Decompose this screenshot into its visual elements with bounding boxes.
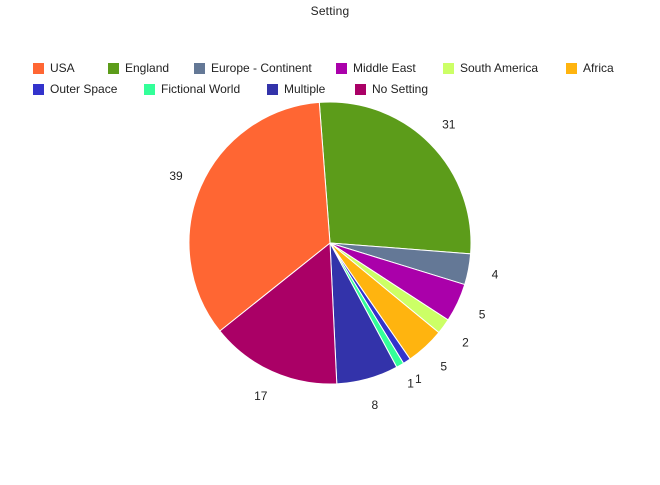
slice-label-africa: 5 <box>440 360 447 374</box>
legend-label: Europe - Continent <box>211 61 312 75</box>
slice-label-middle-east: 5 <box>479 307 486 321</box>
legend-label: Africa <box>583 61 614 75</box>
legend-swatch <box>443 62 454 74</box>
slice-label-outer-space: 1 <box>415 372 422 386</box>
legend-label: USA <box>50 61 75 75</box>
legend-item-south-america[interactable]: South America <box>443 61 538 75</box>
legend-swatch <box>566 62 577 74</box>
legend-label: Middle East <box>353 61 416 75</box>
pie-slice-england[interactable] <box>318 101 472 255</box>
slice-label-no-setting: 17 <box>254 389 268 403</box>
slice-label-south-america: 2 <box>462 335 469 349</box>
legend-item-usa[interactable]: USA <box>33 61 75 75</box>
legend-label: England <box>125 61 170 75</box>
chart-legend: USA England Europe - Continent Middle East S… <box>0 0 660 100</box>
slice-label-multiple: 8 <box>372 398 379 412</box>
legend-swatch <box>33 62 44 74</box>
slice-label-fictional-world: 1 <box>407 377 414 391</box>
legend-item-middle-east[interactable]: Middle East <box>336 61 416 75</box>
legend-label: Multiple <box>284 82 326 96</box>
legend-label: Outer Space <box>50 82 118 96</box>
slice-label-europe-continent: 4 <box>492 267 499 281</box>
legend-swatch <box>267 83 278 95</box>
legend-label: No Setting <box>372 82 429 96</box>
legend-item-multiple[interactable]: Multiple <box>267 82 325 96</box>
legend-swatch <box>355 83 366 95</box>
legend-label: South America <box>460 61 539 75</box>
chart-title: Setting <box>310 4 350 18</box>
legend-item-england[interactable]: England <box>108 61 169 75</box>
legend-item-outer-space[interactable]: Outer Space <box>33 82 117 96</box>
legend-item-africa[interactable]: Africa <box>566 61 614 75</box>
legend-swatch <box>336 62 347 74</box>
slice-label-usa: 39 <box>169 169 183 183</box>
legend-item-no-setting[interactable]: No Setting <box>355 82 428 96</box>
legend-swatch <box>33 83 44 95</box>
legend-swatch <box>144 83 155 95</box>
slice-label-england: 31 <box>442 117 456 131</box>
legend-item-fictional-world[interactable]: Fictional World <box>144 82 240 96</box>
legend-swatch <box>108 62 119 74</box>
legend-swatch <box>194 62 205 74</box>
pie-slice-usa[interactable] <box>188 101 331 332</box>
legend-label: Fictional World <box>161 82 241 96</box>
pie-slice-no-setting[interactable] <box>219 241 338 385</box>
legend-item-europe-continent[interactable]: Europe - Continent <box>194 61 312 75</box>
